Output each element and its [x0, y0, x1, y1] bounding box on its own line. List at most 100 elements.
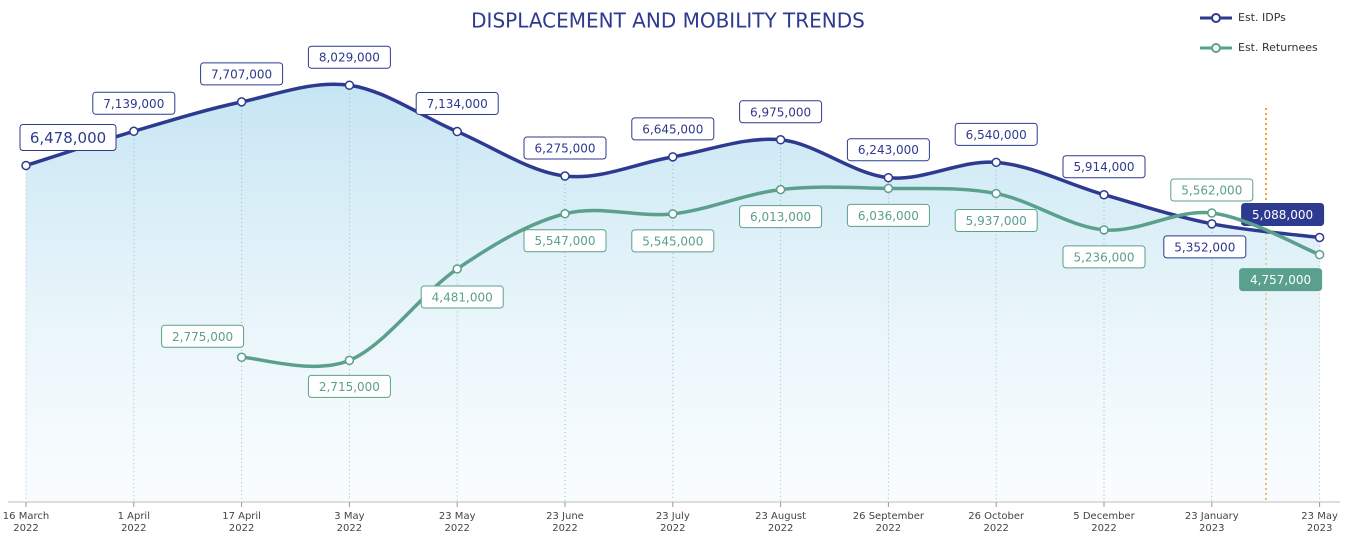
label-box	[1239, 268, 1323, 292]
data-label: 6,975,000	[750, 105, 811, 119]
x-tick: 23 June 2022	[546, 502, 584, 534]
x-tick-label: 16 March 2022	[3, 511, 49, 534]
label-box	[631, 117, 715, 141]
data-label: 5,352,000	[1174, 240, 1235, 254]
area	[26, 84, 1320, 501]
label-box	[739, 100, 823, 124]
point	[344, 355, 355, 366]
label-box	[307, 45, 391, 69]
value-label: 5,562,000	[1170, 178, 1254, 202]
value-label: 4,481,000	[420, 285, 504, 309]
point	[775, 135, 786, 145]
data-label: 5,545,000	[642, 234, 703, 248]
x-tick-label: 23 August 2022	[755, 511, 806, 534]
value-label: 5,937,000	[954, 209, 1038, 233]
point	[1099, 225, 1109, 235]
point	[668, 152, 678, 162]
point	[452, 126, 462, 137]
point	[236, 97, 247, 107]
x-tick-label: 23 June 2022	[546, 511, 584, 534]
value-label: 6,036,000	[846, 203, 930, 227]
x-tick-label: 5 December 2022	[1073, 511, 1135, 534]
label-box	[523, 229, 607, 253]
point	[883, 183, 894, 194]
value-label: 5,088,000	[1241, 203, 1325, 227]
point	[21, 160, 31, 171]
value-label: 6,275,000	[523, 136, 607, 160]
value-label: 2,775,000	[161, 324, 245, 348]
point	[775, 184, 786, 195]
point	[344, 80, 355, 90]
label-box	[200, 62, 284, 86]
x-tick-label: 3 May 2022	[334, 511, 364, 534]
series-line	[241, 185, 1321, 369]
data-label: 4,757,000	[1250, 273, 1311, 287]
label-box	[954, 209, 1038, 233]
data-label: 7,707,000	[211, 67, 272, 81]
value-label: 5,547,000	[523, 229, 607, 253]
value-label: 5,914,000	[1062, 155, 1146, 179]
label-box	[1163, 235, 1247, 259]
x-tick-label: 26 September 2022	[853, 511, 925, 534]
legend: Est. IDPs Est. Returnees	[1200, 11, 1318, 54]
data-label: 2,715,000	[319, 380, 380, 394]
data-label: 5,236,000	[1073, 250, 1134, 264]
data-label: 5,547,000	[534, 234, 595, 248]
x-tick-label: 17 April 2022	[222, 511, 261, 534]
x-tick-label: 23 July 2022	[656, 511, 690, 534]
value-label: 5,545,000	[631, 229, 715, 253]
point	[1207, 208, 1217, 218]
chart-title: DISPLACEMENT AND MOBILITY TRENDS	[471, 9, 865, 33]
point	[1314, 249, 1325, 260]
data-label: 5,562,000	[1181, 183, 1242, 197]
label-box	[19, 124, 117, 152]
data-label: 6,540,000	[966, 128, 1027, 142]
x-tick-label: 26 October 2022	[968, 511, 1025, 534]
x-tick-label: 23 January 2023	[1185, 511, 1239, 534]
label-box	[92, 91, 176, 115]
legend-label: Est. Returnees	[1238, 41, 1318, 54]
data-label: 4,481,000	[432, 290, 493, 304]
label-box	[415, 92, 499, 116]
value-label: 6,478,000	[19, 124, 117, 152]
x-tick: 26 October 2022	[968, 502, 1025, 534]
label-box	[846, 138, 930, 162]
label-box	[1062, 245, 1146, 269]
label-box	[954, 122, 1038, 146]
x-tick: 23 May 2022	[439, 502, 476, 534]
x-tick: 23 July 2022	[656, 502, 690, 534]
label-box	[739, 205, 823, 229]
label-box	[420, 285, 504, 309]
x-tick: 17 April 2022	[222, 502, 261, 534]
data-label: 2,775,000	[172, 330, 233, 344]
point	[991, 157, 1001, 168]
data-label: 6,013,000	[750, 210, 811, 224]
x-tick: 23 May 2023	[1301, 502, 1338, 534]
value-label: 6,645,000	[631, 117, 715, 141]
point	[991, 188, 1001, 199]
value-label: 6,013,000	[739, 205, 823, 229]
legend-label: Est. IDPs	[1238, 11, 1286, 24]
value-label: 6,975,000	[739, 100, 823, 124]
data-label: 6,478,000	[30, 129, 106, 147]
data-label: 7,134,000	[427, 97, 488, 111]
data-label: 8,029,000	[319, 51, 380, 65]
x-tick: 5 December 2022	[1073, 502, 1136, 534]
point	[129, 126, 139, 137]
value-label: 2,715,000	[307, 374, 391, 398]
point	[560, 171, 570, 181]
legend-swatch	[1211, 13, 1221, 23]
value-label: 5,352,000	[1163, 235, 1247, 259]
label-box	[1241, 203, 1325, 227]
point	[883, 172, 894, 183]
point	[1207, 219, 1217, 229]
label-box	[523, 136, 607, 160]
point	[1099, 189, 1109, 200]
label-box	[1062, 155, 1146, 179]
data-label: 7,139,000	[103, 97, 164, 111]
x-tick: 23 August 2022	[755, 502, 806, 534]
x-tick: 23 January 2023	[1185, 502, 1239, 534]
value-label: 5,236,000	[1062, 245, 1146, 269]
value-label: 8,029,000	[307, 45, 391, 69]
point	[236, 352, 247, 363]
